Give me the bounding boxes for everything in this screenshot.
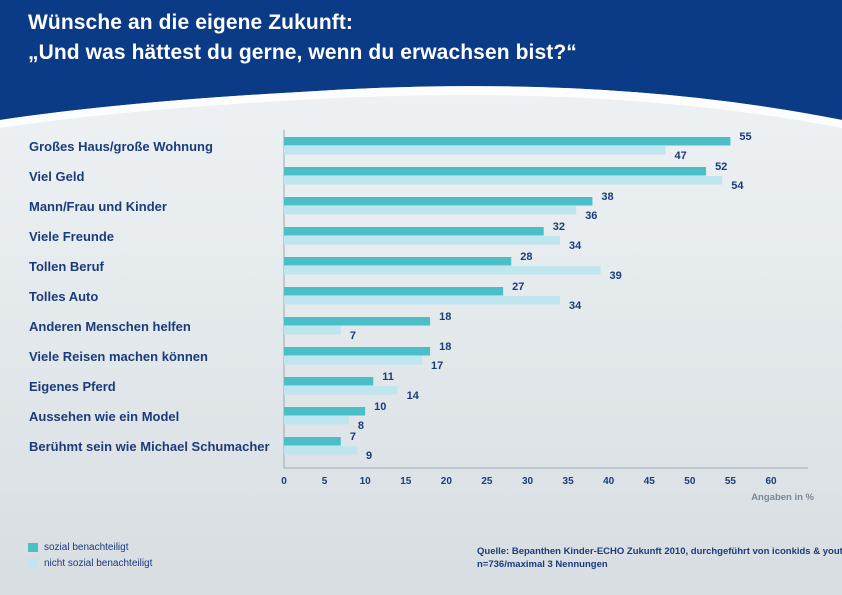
bar-series-1 xyxy=(284,287,504,296)
category-label: Viele Freunde xyxy=(29,229,114,244)
bar-series-2 xyxy=(284,206,577,215)
x-tick-label: 25 xyxy=(481,476,493,487)
data-label-series-2: 7 xyxy=(350,330,356,342)
legend-item-sozial-benachteiligt: sozial benachteiligt xyxy=(28,542,129,553)
x-tick-label: 35 xyxy=(563,476,575,487)
data-label-series-1: 52 xyxy=(715,161,727,173)
x-tick-label: 55 xyxy=(725,476,737,487)
bar-series-1 xyxy=(284,377,374,386)
category-label: Berühmt sein wie Michael Schumacher xyxy=(29,439,270,454)
page-title-line-2: „Und was hättest du gerne, wenn du erwac… xyxy=(28,41,577,64)
data-label-series-2: 34 xyxy=(569,240,582,252)
sample-note: n=736/maximal 3 Nennungen xyxy=(477,559,608,570)
x-tick-label: 50 xyxy=(684,476,696,487)
bar-series-2 xyxy=(284,296,560,305)
bar-series-1 xyxy=(284,437,341,446)
x-tick-label: 30 xyxy=(522,476,534,487)
bar-series-2 xyxy=(284,176,723,185)
data-label-series-2: 39 xyxy=(610,270,622,282)
bar-series-2 xyxy=(284,446,358,455)
data-label-series-1: 7 xyxy=(350,431,356,443)
legend-label-series-2: nicht sozial benachteiligt xyxy=(44,558,153,569)
bar-series-2 xyxy=(284,266,601,275)
data-label-series-2: 9 xyxy=(366,450,372,462)
category-label: Großes Haus/große Wohnung xyxy=(29,139,213,154)
bar-series-2 xyxy=(284,386,398,395)
x-tick-label: 10 xyxy=(360,476,372,487)
bar-series-2 xyxy=(284,356,422,365)
bar-series-1 xyxy=(284,347,431,356)
data-label-series-2: 8 xyxy=(358,420,364,432)
data-label-series-1: 18 xyxy=(439,341,451,353)
data-label-series-1: 38 xyxy=(601,191,613,203)
data-label-series-2: 34 xyxy=(569,300,582,312)
bar-series-1 xyxy=(284,197,593,206)
bar-series-1 xyxy=(284,407,366,416)
data-label-series-1: 18 xyxy=(439,311,451,323)
x-tick-label: 15 xyxy=(400,476,412,487)
legend-label-series-1: sozial benachteiligt xyxy=(44,542,129,553)
bar-series-1 xyxy=(284,227,544,236)
source-note: Quelle: Bepanthen Kinder-ECHO Zukunft 20… xyxy=(477,546,842,557)
data-label-series-2: 17 xyxy=(431,360,443,372)
data-label-series-2: 54 xyxy=(731,180,744,192)
data-label-series-1: 55 xyxy=(739,131,751,143)
x-tick-label: 60 xyxy=(765,476,777,487)
x-tick-label: 40 xyxy=(603,476,615,487)
data-label-series-2: 36 xyxy=(585,210,597,222)
header-curve-white xyxy=(0,86,842,128)
category-label: Eigenes Pferd xyxy=(29,379,116,394)
legend-item-nicht-sozial-benachteiligt: nicht sozial benachteiligt xyxy=(28,558,152,569)
data-label-series-1: 27 xyxy=(512,281,524,293)
data-label-series-1: 10 xyxy=(374,401,386,413)
data-label-series-2: 14 xyxy=(407,390,420,402)
category-label: Mann/Frau und Kinder xyxy=(29,199,167,214)
bar-series-1 xyxy=(284,257,512,266)
bar-series-1 xyxy=(284,137,731,146)
page-title-line-1: Wünsche an die eigene Zukunft: xyxy=(28,11,354,34)
bar-series-2 xyxy=(284,416,349,425)
legend-swatch-series-2 xyxy=(28,559,38,568)
bar-series-2 xyxy=(284,326,341,335)
x-tick-label: 45 xyxy=(644,476,656,487)
bar-series-2 xyxy=(284,146,666,155)
data-label-series-1: 28 xyxy=(520,251,532,263)
data-label-series-2: 47 xyxy=(674,150,686,162)
category-label: Viel Geld xyxy=(29,169,84,184)
x-tick-label: 20 xyxy=(441,476,453,487)
bar-series-1 xyxy=(284,167,707,176)
legend-swatch-series-1 xyxy=(28,543,38,552)
x-axis-label: Angaben in % xyxy=(751,492,814,503)
category-label: Anderen Menschen helfen xyxy=(29,319,191,334)
data-label-series-1: 32 xyxy=(553,221,565,233)
category-label: Viele Reisen machen können xyxy=(29,349,208,364)
bar-series-2 xyxy=(284,236,560,245)
header-banner xyxy=(0,0,842,120)
bar-series-1 xyxy=(284,317,431,326)
category-label: Aussehen wie ein Model xyxy=(29,409,179,424)
data-label-series-1: 11 xyxy=(382,371,394,383)
category-label: Tollen Beruf xyxy=(29,259,105,274)
x-tick-label: 0 xyxy=(281,476,287,487)
x-tick-label: 5 xyxy=(322,476,328,487)
category-label: Tolles Auto xyxy=(29,289,98,304)
